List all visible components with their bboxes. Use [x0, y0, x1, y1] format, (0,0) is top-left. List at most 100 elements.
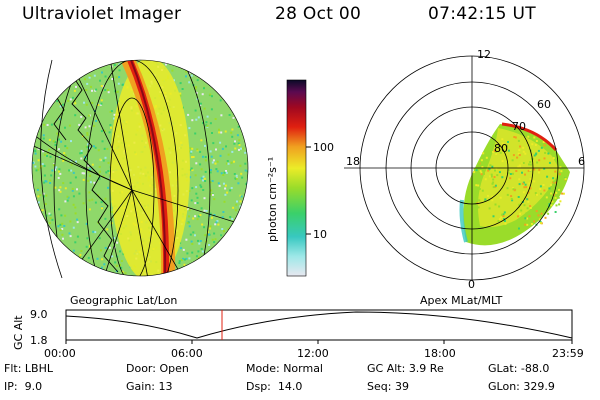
speckle-dot [99, 170, 101, 173]
speckle-dot [196, 79, 199, 82]
speckle-dot [552, 180, 555, 183]
speckle-dot [494, 203, 497, 206]
speckle-dot [72, 203, 75, 206]
speckle-dot [99, 79, 101, 82]
speckle-dot [533, 220, 536, 223]
speckle-dot [536, 161, 539, 164]
speckle-dot [209, 225, 212, 228]
speckle-dot [203, 87, 205, 90]
speckle-dot [543, 167, 546, 170]
mlt-label-18: 18 [346, 155, 360, 168]
speckle-dot [503, 211, 506, 214]
speckle-dot [206, 124, 209, 127]
speckle-dot [79, 152, 82, 155]
speckle-dot [59, 172, 62, 175]
speckle-dot [533, 136, 536, 139]
speckle-dot [539, 185, 542, 188]
altitude-xtick-1200: 12:00 [297, 347, 329, 360]
speckle-dot [86, 82, 89, 85]
speckle-dot [224, 130, 227, 133]
speckle-dot [93, 110, 96, 112]
speckle-dot [103, 147, 106, 150]
speckle-dot [199, 150, 202, 153]
speckle-dot [84, 78, 86, 81]
speckle-dot [89, 168, 92, 171]
speckle-dot [104, 156, 107, 159]
speckle-dot [535, 210, 538, 213]
speckle-dot [237, 142, 240, 145]
speckle-dot [72, 226, 75, 229]
speckle-dot [518, 149, 521, 152]
mlat-label-70: 70 [512, 120, 526, 133]
speckle-dot [197, 215, 200, 218]
speckle-dot [547, 212, 550, 215]
speckle-dot [211, 95, 213, 98]
speckle-dot [505, 144, 508, 147]
speckle-dot [189, 150, 192, 153]
speckle-dot [76, 235, 79, 238]
mode-label: Mode: [246, 362, 280, 375]
speckle-dot [478, 199, 481, 202]
speckle-dot [85, 89, 88, 91]
speckle-dot [218, 184, 221, 187]
speckle-dot [225, 170, 227, 172]
speckle-dot [74, 102, 77, 105]
speckle-dot [491, 182, 494, 185]
speckle-dot [104, 246, 107, 249]
speckle-dot [100, 102, 103, 105]
speckle-dot [543, 157, 546, 160]
speckle-dot [544, 151, 547, 154]
speckle-dot [80, 152, 83, 154]
speckle-dot [209, 171, 212, 174]
speckle-dot [188, 209, 191, 212]
speckle-dot [544, 196, 547, 199]
speckle-dot [49, 217, 52, 220]
speckle-dot [94, 201, 97, 204]
door-value: Open [159, 362, 189, 375]
speckle-dot [99, 103, 102, 106]
glon-status: GLon: 329.9 [488, 380, 555, 393]
speckle-dot [473, 167, 476, 170]
speckle-dot [561, 192, 564, 195]
speckle-dot [235, 177, 238, 180]
speckle-dot [95, 88, 98, 91]
speckle-dot [45, 194, 48, 197]
speckle-dot [517, 165, 520, 168]
speckle-dot [73, 89, 76, 92]
speckle-dot [44, 203, 47, 205]
speckle-dot [90, 85, 92, 88]
speckle-dot [546, 175, 549, 178]
speckle-dot [64, 200, 67, 203]
speckle-dot [76, 188, 78, 191]
speckle-dot [210, 108, 213, 111]
speckle-dot [537, 149, 540, 152]
speckle-dot [85, 245, 88, 248]
speckle-dot [208, 214, 211, 217]
speckle-dot [536, 141, 539, 144]
speckle-dot [88, 170, 91, 173]
speckle-dot [191, 242, 194, 245]
speckle-dot [58, 189, 61, 192]
ip-label: IP: [4, 380, 18, 393]
speckle-dot [519, 221, 522, 224]
speckle-dot [564, 175, 567, 178]
speckle-dot [558, 203, 561, 206]
speckle-dot [202, 179, 204, 182]
speckle-dot [531, 143, 534, 146]
speckle-dot [42, 195, 45, 198]
speckle-dot [200, 168, 203, 171]
speckle-dot [87, 114, 90, 117]
speckle-dot [178, 260, 181, 263]
speckle-dot [246, 170, 248, 173]
speckle-dot [244, 169, 247, 172]
speckle-dot [58, 208, 61, 211]
speckle-dot [97, 149, 100, 152]
speckle-dot [517, 215, 519, 218]
speckle-dot [64, 214, 67, 217]
speckle-dot [74, 114, 77, 117]
speckle-dot [72, 171, 75, 174]
speckle-dot [46, 155, 48, 157]
geographic-image [32, 60, 248, 276]
speckle-dot [54, 167, 57, 170]
speckle-dot [218, 128, 220, 131]
